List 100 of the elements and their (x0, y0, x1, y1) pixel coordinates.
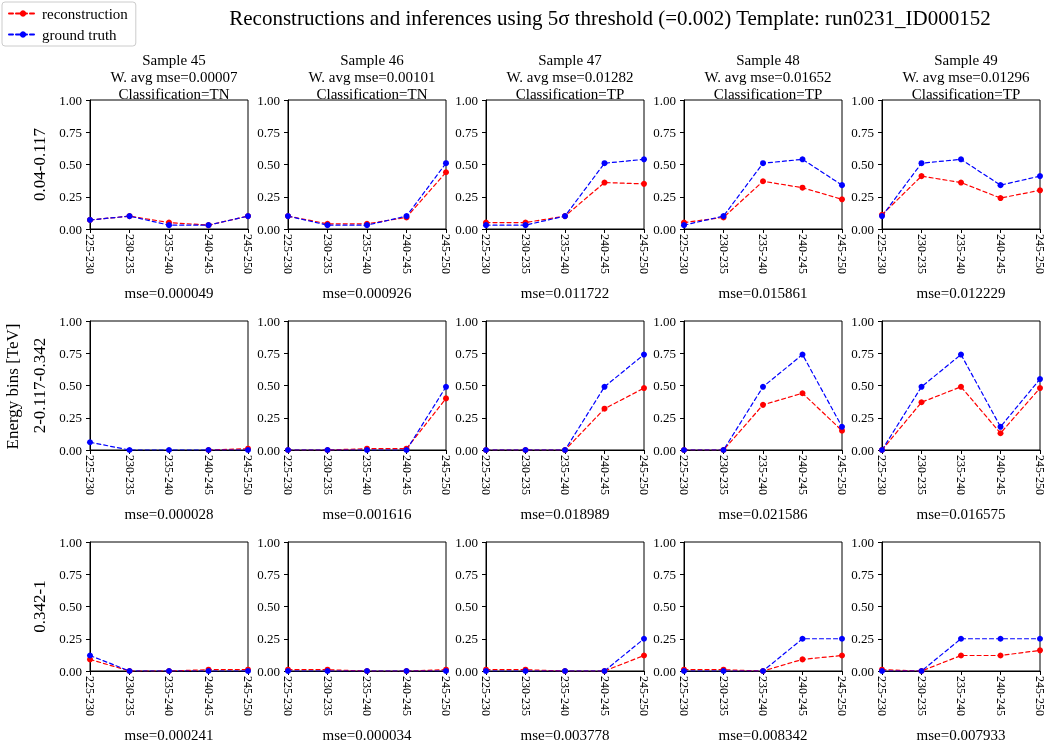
y-tick-label: 0.50 (59, 378, 82, 393)
y-tick-label: 0.00 (455, 663, 478, 679)
x-tick-label: 230-235 (518, 455, 533, 495)
y-tick-label: 1.00 (851, 92, 874, 108)
y-tick-label: 0.75 (851, 345, 874, 361)
chart-title: Sample 45 W. avg mse=0.00007 Classification=TN (110, 51, 239, 102)
x-tick-label: 245-250 (637, 455, 651, 495)
y-tick-label: 0.25 (59, 410, 82, 426)
x-tick-label: 225-230 (875, 234, 889, 274)
x-tick-label: 225-230 (677, 234, 691, 274)
x-tick-label: 235-240 (756, 234, 770, 274)
y-tick-label: 0.75 (455, 566, 478, 582)
x-tick-label: 230-235 (716, 234, 731, 274)
legend-label: reconstruction (42, 5, 129, 22)
x-tick-label: 245-250 (835, 676, 849, 716)
x-axis-title: mse=0.001616 (322, 505, 412, 522)
y-tick-label: 0.25 (851, 189, 874, 205)
x-tick-label: 235-240 (162, 676, 176, 716)
y-tick-label: 0.25 (455, 631, 478, 647)
x-axis-title: mse=0.003778 (520, 726, 610, 743)
x-tick-label: 235-240 (954, 234, 968, 274)
y-tick-label: 0.50 (653, 378, 676, 393)
y-tick-label: 1.00 (257, 534, 280, 550)
y-tick-label: 0.00 (455, 442, 478, 458)
x-tick-label: 245-250 (835, 455, 849, 495)
y-tick-label: 0.00 (455, 221, 478, 237)
y-tick-label: 0.25 (257, 189, 280, 205)
y-tick-label: 0.50 (455, 378, 478, 393)
x-tick-label: 240-245 (399, 676, 414, 716)
y-tick-label: 0.75 (455, 124, 478, 140)
y-tick-label: 0.50 (455, 157, 478, 172)
y-tick-label: 0.00 (59, 442, 82, 458)
x-tick-label: 235-240 (954, 455, 968, 495)
x-tick-label: 240-245 (399, 234, 414, 274)
y-tick-label: 0.75 (59, 124, 82, 140)
x-tick-label: 230-235 (518, 676, 533, 716)
y-tick-label: 0.75 (59, 566, 82, 582)
y-tick-label: 0.00 (257, 221, 280, 237)
y-tick-label: 0.75 (653, 124, 676, 140)
y-tick-label: 1.00 (851, 534, 874, 550)
y-tick-label: 0.00 (851, 442, 874, 458)
y-tick-label: 0.00 (653, 221, 676, 237)
y-tick-label: 1.00 (59, 92, 82, 108)
y-tick-label: 0.25 (653, 410, 676, 426)
text: Reconstructions and inferences using 5σ threshold (=0.002) Template: run0231_ID000152 (228, 6, 992, 31)
x-axis-title: mse=0.000028 (124, 505, 214, 522)
x-tick-label: 235-240 (558, 455, 572, 495)
x-tick-label: 230-235 (122, 234, 137, 274)
x-tick-label: 240-245 (597, 234, 612, 274)
y-tick-label: 0.75 (851, 124, 874, 140)
y-axis-title: 0.342-1 (30, 580, 49, 633)
y-tick-label: 0.50 (455, 599, 478, 614)
x-tick-label: 235-240 (360, 455, 374, 495)
x-axis-title: mse=0.000049 (124, 284, 214, 301)
y-tick-label: 1.00 (653, 92, 676, 108)
x-axis-title: mse=0.015861 (718, 284, 808, 301)
y-tick-label: 1.00 (653, 534, 676, 550)
x-tick-label: 225-230 (875, 455, 889, 495)
y-tick-label: 1.00 (59, 534, 82, 550)
y-tick-label: 1.00 (59, 313, 82, 329)
y-tick-label: 1.00 (455, 92, 478, 108)
x-tick-label: 240-245 (399, 455, 414, 495)
y-tick-label: 0.50 (59, 157, 82, 172)
x-tick-label: 225-230 (479, 676, 493, 716)
x-axis-title: mse=0.007933 (916, 726, 1006, 743)
y-tick-label: 0.00 (257, 663, 280, 679)
x-tick-label: 230-235 (716, 455, 731, 495)
x-tick-label: 225-230 (281, 234, 295, 274)
x-tick-label: 240-245 (993, 234, 1008, 274)
x-tick-label: 245-250 (439, 234, 453, 274)
chart-title: Sample 46 W. avg mse=0.00101 Classification=TN (308, 51, 436, 102)
x-tick-label: 240-245 (993, 455, 1008, 495)
y-tick-label: 0.25 (59, 631, 82, 647)
x-tick-label: 235-240 (954, 676, 968, 716)
x-tick-label: 235-240 (162, 455, 176, 495)
x-axis-title: mse=0.000241 (124, 726, 214, 743)
x-tick-label: 245-250 (439, 455, 453, 495)
y-tick-label: 1.00 (257, 92, 280, 108)
x-tick-label: 230-235 (320, 234, 335, 274)
y-axis-title: 2-0.117-0.342 (30, 337, 49, 434)
x-tick-label: 245-250 (439, 676, 453, 716)
y-tick-label: 0.00 (851, 663, 874, 679)
x-tick-label: 245-250 (241, 676, 255, 716)
y-tick-label: 0.50 (653, 157, 676, 172)
x-tick-label: 235-240 (756, 676, 770, 716)
y-tick-label: 0.00 (653, 442, 676, 458)
x-tick-label: 245-250 (637, 234, 651, 274)
x-tick-label: 235-240 (756, 455, 770, 495)
y-tick-label: 0.00 (851, 221, 874, 237)
y-tick-label: 0.25 (653, 631, 676, 647)
x-axis-title: mse=0.016575 (916, 505, 1006, 522)
x-axis-title: mse=0.000034 (322, 726, 412, 743)
y-tick-label: 0.25 (851, 631, 874, 647)
y-tick-label: 1.00 (455, 313, 478, 329)
y-tick-label: 0.50 (257, 599, 280, 614)
x-tick-label: 230-235 (122, 676, 137, 716)
y-tick-label: 0.75 (257, 124, 280, 140)
y-tick-label: 0.25 (455, 410, 478, 426)
x-tick-label: 240-245 (201, 234, 216, 274)
y-tick-label: 0.75 (455, 345, 478, 361)
